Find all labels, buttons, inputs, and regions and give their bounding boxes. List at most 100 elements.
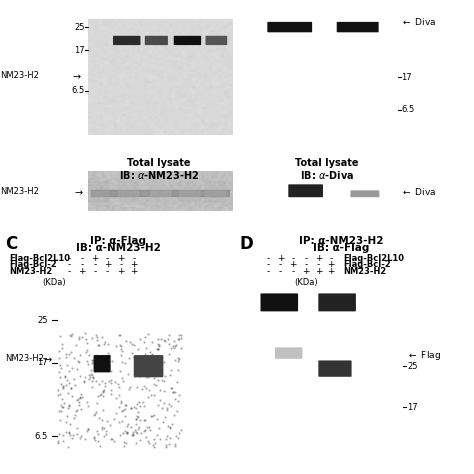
Point — [75, 334, 82, 341]
Point — [74, 357, 82, 365]
Point — [168, 384, 175, 392]
Text: +: + — [78, 267, 86, 276]
Point — [57, 364, 64, 372]
Point — [115, 391, 122, 399]
Point — [70, 415, 78, 422]
Point — [68, 384, 75, 392]
Point — [146, 423, 153, 431]
Point — [174, 354, 182, 361]
Point — [64, 404, 72, 411]
Point — [101, 379, 109, 386]
Point — [56, 333, 64, 340]
Point — [139, 363, 146, 371]
Point — [166, 423, 174, 431]
Point — [154, 401, 162, 409]
Point — [64, 412, 71, 420]
Point — [67, 332, 75, 339]
Point — [98, 333, 106, 341]
Point — [160, 358, 167, 366]
Point — [141, 333, 149, 341]
Point — [117, 351, 125, 358]
FancyBboxPatch shape — [93, 355, 110, 373]
Point — [56, 416, 64, 424]
Point — [131, 427, 139, 434]
Point — [143, 373, 150, 381]
Point — [166, 434, 173, 442]
Text: (KDa): (KDa) — [294, 278, 318, 287]
Point — [59, 382, 66, 390]
Point — [74, 395, 82, 402]
Point — [133, 405, 140, 412]
Point — [171, 342, 179, 349]
Point — [149, 412, 156, 420]
Point — [84, 402, 91, 410]
Point — [75, 358, 82, 366]
Point — [125, 370, 132, 378]
Text: -: - — [304, 261, 307, 269]
Text: 6.5: 6.5 — [72, 86, 85, 95]
Point — [58, 395, 65, 403]
Text: -: - — [133, 254, 136, 263]
Point — [62, 350, 69, 358]
Point — [80, 378, 88, 385]
Text: +: + — [104, 261, 111, 269]
FancyBboxPatch shape — [288, 184, 323, 197]
Point — [112, 410, 120, 417]
Point — [158, 377, 165, 384]
Point — [54, 439, 61, 447]
Point — [133, 428, 140, 436]
Point — [60, 384, 67, 392]
Point — [117, 345, 125, 353]
Point — [177, 331, 185, 339]
Point — [68, 392, 76, 400]
Point — [91, 367, 99, 375]
Point — [155, 364, 162, 372]
Text: -: - — [106, 254, 109, 263]
Point — [132, 415, 140, 423]
Text: +: + — [315, 254, 322, 263]
Bar — [91, 190, 229, 196]
Point — [55, 355, 63, 362]
FancyBboxPatch shape — [145, 36, 168, 45]
Point — [99, 364, 107, 371]
Point — [94, 437, 101, 445]
Text: D: D — [239, 235, 253, 253]
Point — [128, 404, 135, 411]
Point — [115, 331, 123, 339]
Point — [66, 420, 73, 428]
Point — [68, 330, 76, 337]
Text: 6.5: 6.5 — [401, 105, 414, 114]
Point — [90, 358, 97, 365]
Point — [166, 424, 173, 432]
Text: $\rightarrow$: $\rightarrow$ — [42, 354, 54, 364]
Point — [121, 412, 129, 419]
Point — [83, 427, 91, 434]
Text: +: + — [130, 261, 138, 269]
Point — [142, 384, 149, 392]
Text: Flag-Bcl2L10: Flag-Bcl2L10 — [344, 254, 405, 263]
Text: IB: $\alpha$-NM23-H2: IB: $\alpha$-NM23-H2 — [118, 169, 199, 181]
Point — [141, 351, 149, 358]
Point — [174, 357, 182, 365]
Point — [174, 397, 182, 405]
FancyBboxPatch shape — [134, 355, 164, 377]
Point — [130, 403, 138, 411]
Point — [174, 435, 182, 442]
Point — [154, 431, 161, 439]
Point — [104, 349, 112, 356]
Point — [115, 404, 123, 411]
Point — [177, 334, 185, 341]
Point — [175, 336, 182, 343]
Point — [156, 386, 164, 393]
Point — [71, 354, 78, 361]
Point — [56, 362, 64, 369]
Point — [71, 381, 79, 389]
Point — [170, 342, 177, 350]
Point — [155, 342, 163, 350]
Point — [65, 429, 73, 437]
Bar — [118, 181, 138, 201]
Point — [96, 442, 103, 450]
Point — [140, 338, 148, 346]
Point — [92, 331, 100, 339]
Point — [118, 399, 125, 406]
